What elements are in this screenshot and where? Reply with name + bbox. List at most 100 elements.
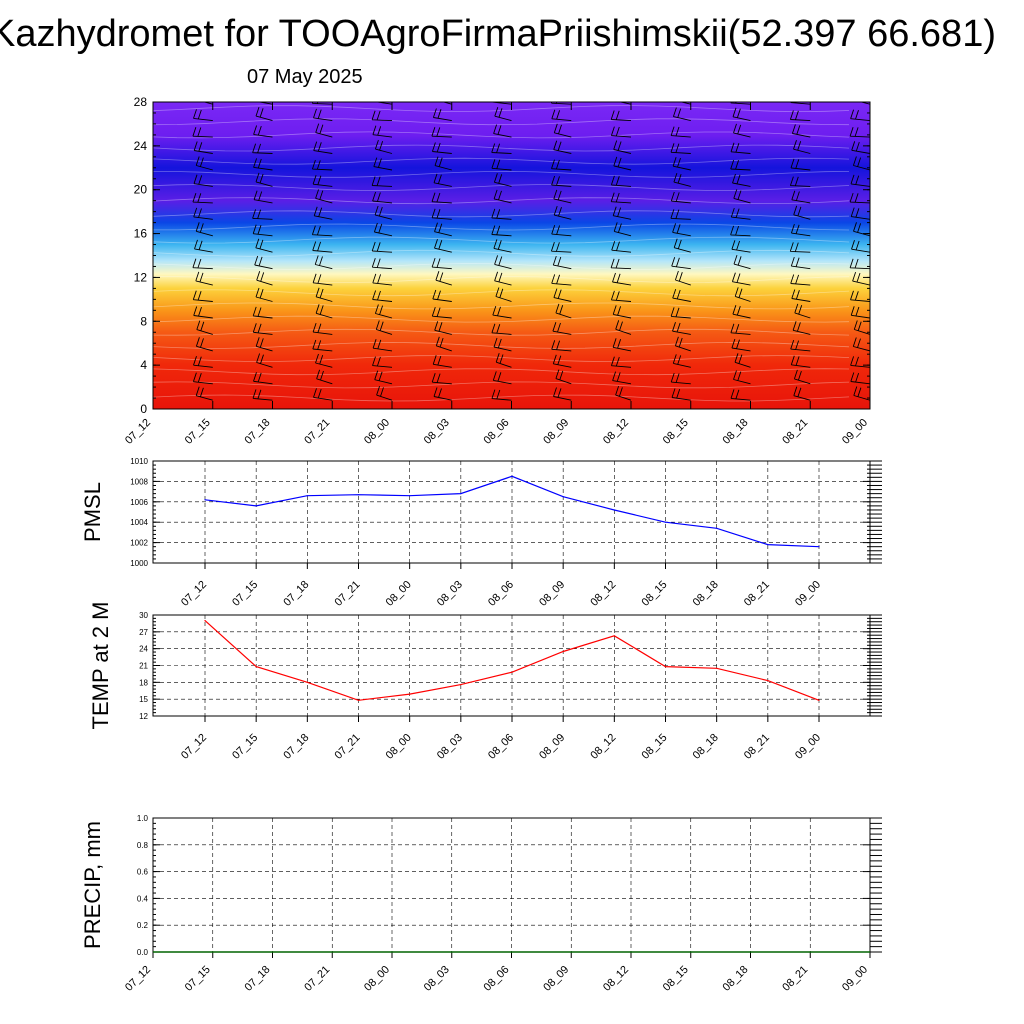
wind-barb [432, 108, 452, 122]
wind-barb [789, 176, 811, 187]
x-tick-label: 08_09 [537, 732, 567, 762]
wind-barb [255, 106, 273, 122]
wind-barb [612, 371, 632, 385]
wind-barb [790, 339, 811, 352]
wind-barb [555, 369, 572, 385]
wind-barb [730, 142, 751, 154]
wind-barb [733, 189, 751, 204]
x-tick-label: 08_00 [384, 579, 414, 609]
x-tick-label: 08_00 [362, 417, 392, 447]
wind-barb [434, 156, 452, 171]
wind-barb [550, 242, 572, 253]
wind-barb [434, 239, 452, 253]
y-tick-label: 12 [139, 712, 148, 721]
wind-barb [551, 340, 572, 352]
y-tick-label: 28 [134, 95, 148, 109]
wind-barb [312, 339, 333, 352]
x-tick-label: 08_00 [362, 964, 392, 994]
wind-barb [791, 289, 811, 302]
wind-barb [374, 139, 393, 154]
x-tick-label: 08_21 [780, 417, 810, 447]
wind-barb [192, 127, 213, 138]
y-tick-label: 1010 [130, 457, 148, 466]
wind-barb [670, 143, 691, 154]
x-tick-label: 08_18 [691, 579, 721, 609]
wind-barb [374, 205, 393, 220]
wind-barb [790, 274, 811, 286]
contour-line [153, 249, 850, 257]
wind-barb [790, 158, 811, 171]
data-point [562, 650, 564, 653]
x-tick-label: 09_00 [793, 579, 823, 609]
contour-line [153, 223, 850, 231]
y-tick-label: 1006 [130, 498, 148, 507]
wind-barb [253, 372, 273, 385]
wind-barb [252, 389, 273, 401]
wind-barb [793, 386, 811, 401]
wind-barb [255, 337, 273, 352]
wind-barb [670, 126, 691, 138]
wind-barb [193, 174, 213, 187]
wind-barb [315, 123, 333, 138]
data-point [767, 680, 769, 682]
wind-barb [255, 287, 273, 302]
wind-barb [733, 254, 751, 270]
data-point [357, 699, 360, 701]
wind-barb [610, 192, 632, 204]
data-point [613, 509, 615, 511]
wind-barb [435, 336, 452, 352]
wind-barb [610, 258, 632, 270]
wind-barb [732, 107, 751, 122]
wind-barb [734, 353, 751, 368]
wind-barb [315, 353, 333, 368]
wind-barb [553, 123, 572, 138]
wind-barb [153, 268, 154, 269]
wind-barb [551, 274, 572, 286]
wind-barb [491, 323, 512, 335]
wind-barb [730, 389, 751, 401]
wind-barb [551, 175, 572, 187]
wind-barb [195, 386, 213, 401]
y-tick-label: 20 [134, 183, 148, 197]
wind-barb [313, 206, 333, 220]
x-tick-label: 08_15 [661, 417, 691, 447]
y-tick-label: 0.4 [137, 894, 149, 903]
x-tick-label: 08_15 [640, 732, 670, 762]
wind-barb [670, 191, 691, 204]
contour-line [153, 341, 850, 349]
wind-barb [314, 255, 333, 270]
data-point [204, 499, 206, 501]
wind-barb [853, 320, 870, 335]
wind-barb [252, 323, 273, 335]
x-tick-label: 08_03 [422, 417, 452, 447]
wind-barb [610, 110, 632, 122]
data-point [818, 546, 820, 548]
wind-barb [791, 124, 811, 138]
y-axis-label: PRECIP, mm [80, 821, 105, 949]
x-tick-label: 08_12 [588, 579, 618, 609]
wind-barb [153, 301, 154, 302]
data-point [716, 527, 718, 529]
wind-barb [791, 190, 811, 204]
wind-barb [315, 304, 333, 319]
wind-barb [431, 373, 452, 385]
wind-barb [553, 387, 572, 401]
wind-barb [193, 207, 213, 220]
wind-barb [373, 222, 393, 237]
wind-barb [492, 371, 512, 385]
data-point [767, 544, 769, 546]
y-tick-label: 1002 [130, 539, 148, 548]
wind-barb [376, 385, 393, 401]
wind-barb [850, 174, 870, 187]
wind-barb [253, 125, 273, 138]
x-tick-label: 09_00 [840, 964, 870, 994]
x-tick-label: 08_18 [721, 417, 751, 447]
wind-barb [252, 306, 273, 319]
data-point [716, 667, 718, 669]
wind-barb [671, 257, 691, 270]
wind-barb [852, 156, 870, 171]
wind-barb [731, 272, 751, 286]
wind-barb [552, 322, 572, 335]
wind-barb [313, 108, 333, 122]
wind-barb [553, 288, 572, 302]
